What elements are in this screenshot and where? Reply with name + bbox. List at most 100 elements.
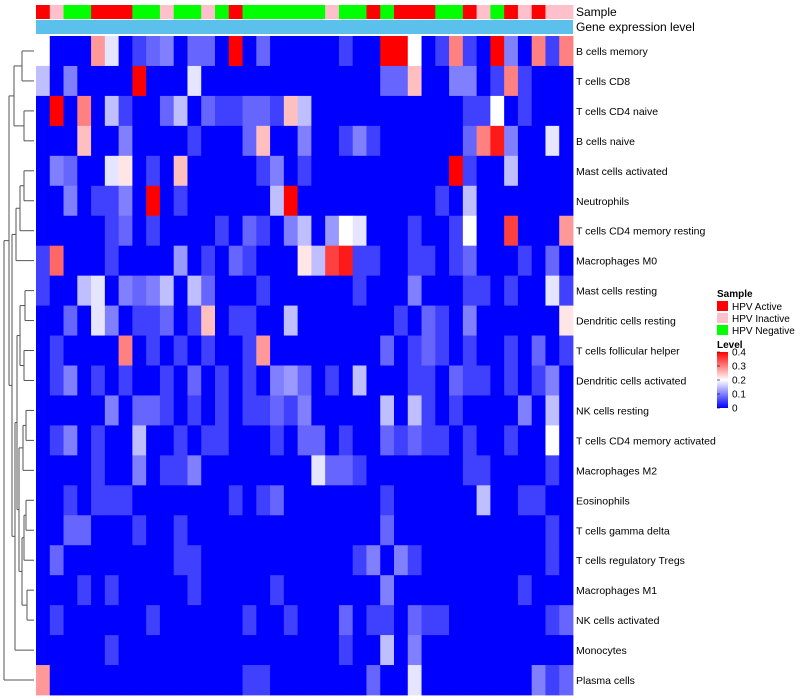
heatmap-cell <box>490 545 505 576</box>
heatmap-cell <box>77 425 92 456</box>
sample-annotation-bar <box>36 5 574 19</box>
heatmap-cell <box>380 335 395 366</box>
heatmap-cell <box>421 125 436 157</box>
heatmap-cell <box>325 635 340 666</box>
heatmap-cell <box>228 36 243 67</box>
heatmap-cell <box>407 95 422 127</box>
heatmap-cell <box>394 275 409 306</box>
heatmap-cell <box>63 125 78 157</box>
heatmap-cell <box>187 395 202 426</box>
heatmap-cell <box>159 36 175 67</box>
heatmap-cell <box>394 125 409 157</box>
heatmap-cell <box>77 185 92 217</box>
heatmap-cell <box>380 575 395 606</box>
level-color-bar <box>717 352 728 408</box>
heatmap-cell <box>517 395 533 426</box>
heatmap-cell <box>517 305 533 336</box>
heatmap-cell <box>421 575 436 606</box>
heatmap-cell <box>545 185 560 217</box>
heatmap-cell <box>407 665 422 696</box>
heatmap-cell <box>104 95 120 127</box>
heatmap-cell <box>228 515 243 546</box>
heatmap-cell <box>118 455 133 486</box>
heatmap-cell <box>559 635 574 666</box>
heatmap-cell <box>104 605 120 636</box>
heatmap-cell <box>118 305 133 336</box>
heatmap-cell <box>283 605 299 636</box>
heatmap-cell <box>435 365 450 396</box>
heatmap-cell <box>132 665 147 696</box>
heatmap-cell <box>297 215 312 247</box>
heatmap-cell <box>421 545 436 576</box>
heatmap-cell <box>187 455 202 486</box>
row-labels: B cells memory T cells CD8 T cells CD4 nai… <box>576 46 716 687</box>
heatmap-cell <box>559 665 574 696</box>
legend-label-hpv-negative: HPV Negative <box>732 326 795 337</box>
heatmap-cell <box>256 635 271 666</box>
heatmap-cell <box>490 95 505 127</box>
heatmap-cell <box>36 125 51 157</box>
sample-annotation-cell <box>352 5 367 19</box>
heatmap-cell <box>449 605 464 636</box>
legend-label-hpv-inactive: HPV Inactive <box>732 314 790 325</box>
heatmap-cell <box>283 545 299 576</box>
heatmap-cell <box>435 155 450 187</box>
heatmap-cell <box>36 155 51 187</box>
heatmap-cell <box>201 215 216 247</box>
heatmap-cell <box>394 335 409 366</box>
heatmap-cell <box>531 95 546 127</box>
heatmap-cell <box>256 335 271 366</box>
heatmap-cell <box>146 185 161 217</box>
heatmap-cell <box>380 455 395 486</box>
heatmap-cell <box>338 95 354 127</box>
heatmap-cell <box>366 425 381 456</box>
heatmap-cell <box>449 215 464 247</box>
heatmap-cell <box>215 425 230 456</box>
heatmap-cell <box>91 635 106 666</box>
heatmap-cell <box>132 635 147 666</box>
sample-annotation-cell <box>173 5 188 19</box>
heatmap-cell <box>352 425 367 456</box>
heatmap-cell <box>311 575 326 606</box>
heatmap-cell <box>242 395 257 426</box>
heatmap-cell <box>559 545 574 576</box>
heatmap-cell <box>228 485 243 516</box>
heatmap-cell <box>531 245 546 277</box>
heatmap-cell <box>132 605 147 636</box>
heatmap-cell <box>63 575 78 606</box>
heatmap-cell <box>407 425 422 456</box>
heatmap-cell <box>352 515 367 546</box>
heatmap-cell <box>366 245 381 277</box>
heatmap-cell <box>146 275 161 306</box>
heatmap-cell <box>380 305 395 336</box>
sample-annotation-cell <box>476 5 491 19</box>
heatmap-cell <box>338 305 354 336</box>
row-label: T cells gamma delta <box>576 525 670 537</box>
heatmap-cell <box>531 305 546 336</box>
heatmap-cell <box>91 185 106 217</box>
heatmap-cell <box>63 65 78 97</box>
heatmap-cell <box>146 575 161 606</box>
heatmap-cell <box>159 425 175 456</box>
heatmap-cell <box>146 485 161 516</box>
heatmap-cell <box>173 605 188 636</box>
heatmap-cell <box>270 305 285 336</box>
heatmap-cell <box>36 275 51 306</box>
heatmap-cell <box>104 665 120 696</box>
heatmap-cell <box>531 365 546 396</box>
heatmap-cell <box>104 125 120 157</box>
heatmap-cell <box>146 605 161 636</box>
heatmap-cell <box>173 155 188 187</box>
heatmap-cell <box>531 575 546 606</box>
heatmap-cell <box>187 155 202 187</box>
heatmap-cell <box>297 665 312 696</box>
heatmap-cell <box>104 245 120 277</box>
heatmap-cell <box>531 425 546 456</box>
heatmap-cell <box>407 65 422 97</box>
heatmap-cell <box>476 185 491 217</box>
heatmap-cell <box>435 575 450 606</box>
heatmap-cell <box>352 95 367 127</box>
heatmap-cell <box>352 335 367 366</box>
heatmap-cell <box>352 125 367 157</box>
heatmap-cell <box>462 36 478 67</box>
